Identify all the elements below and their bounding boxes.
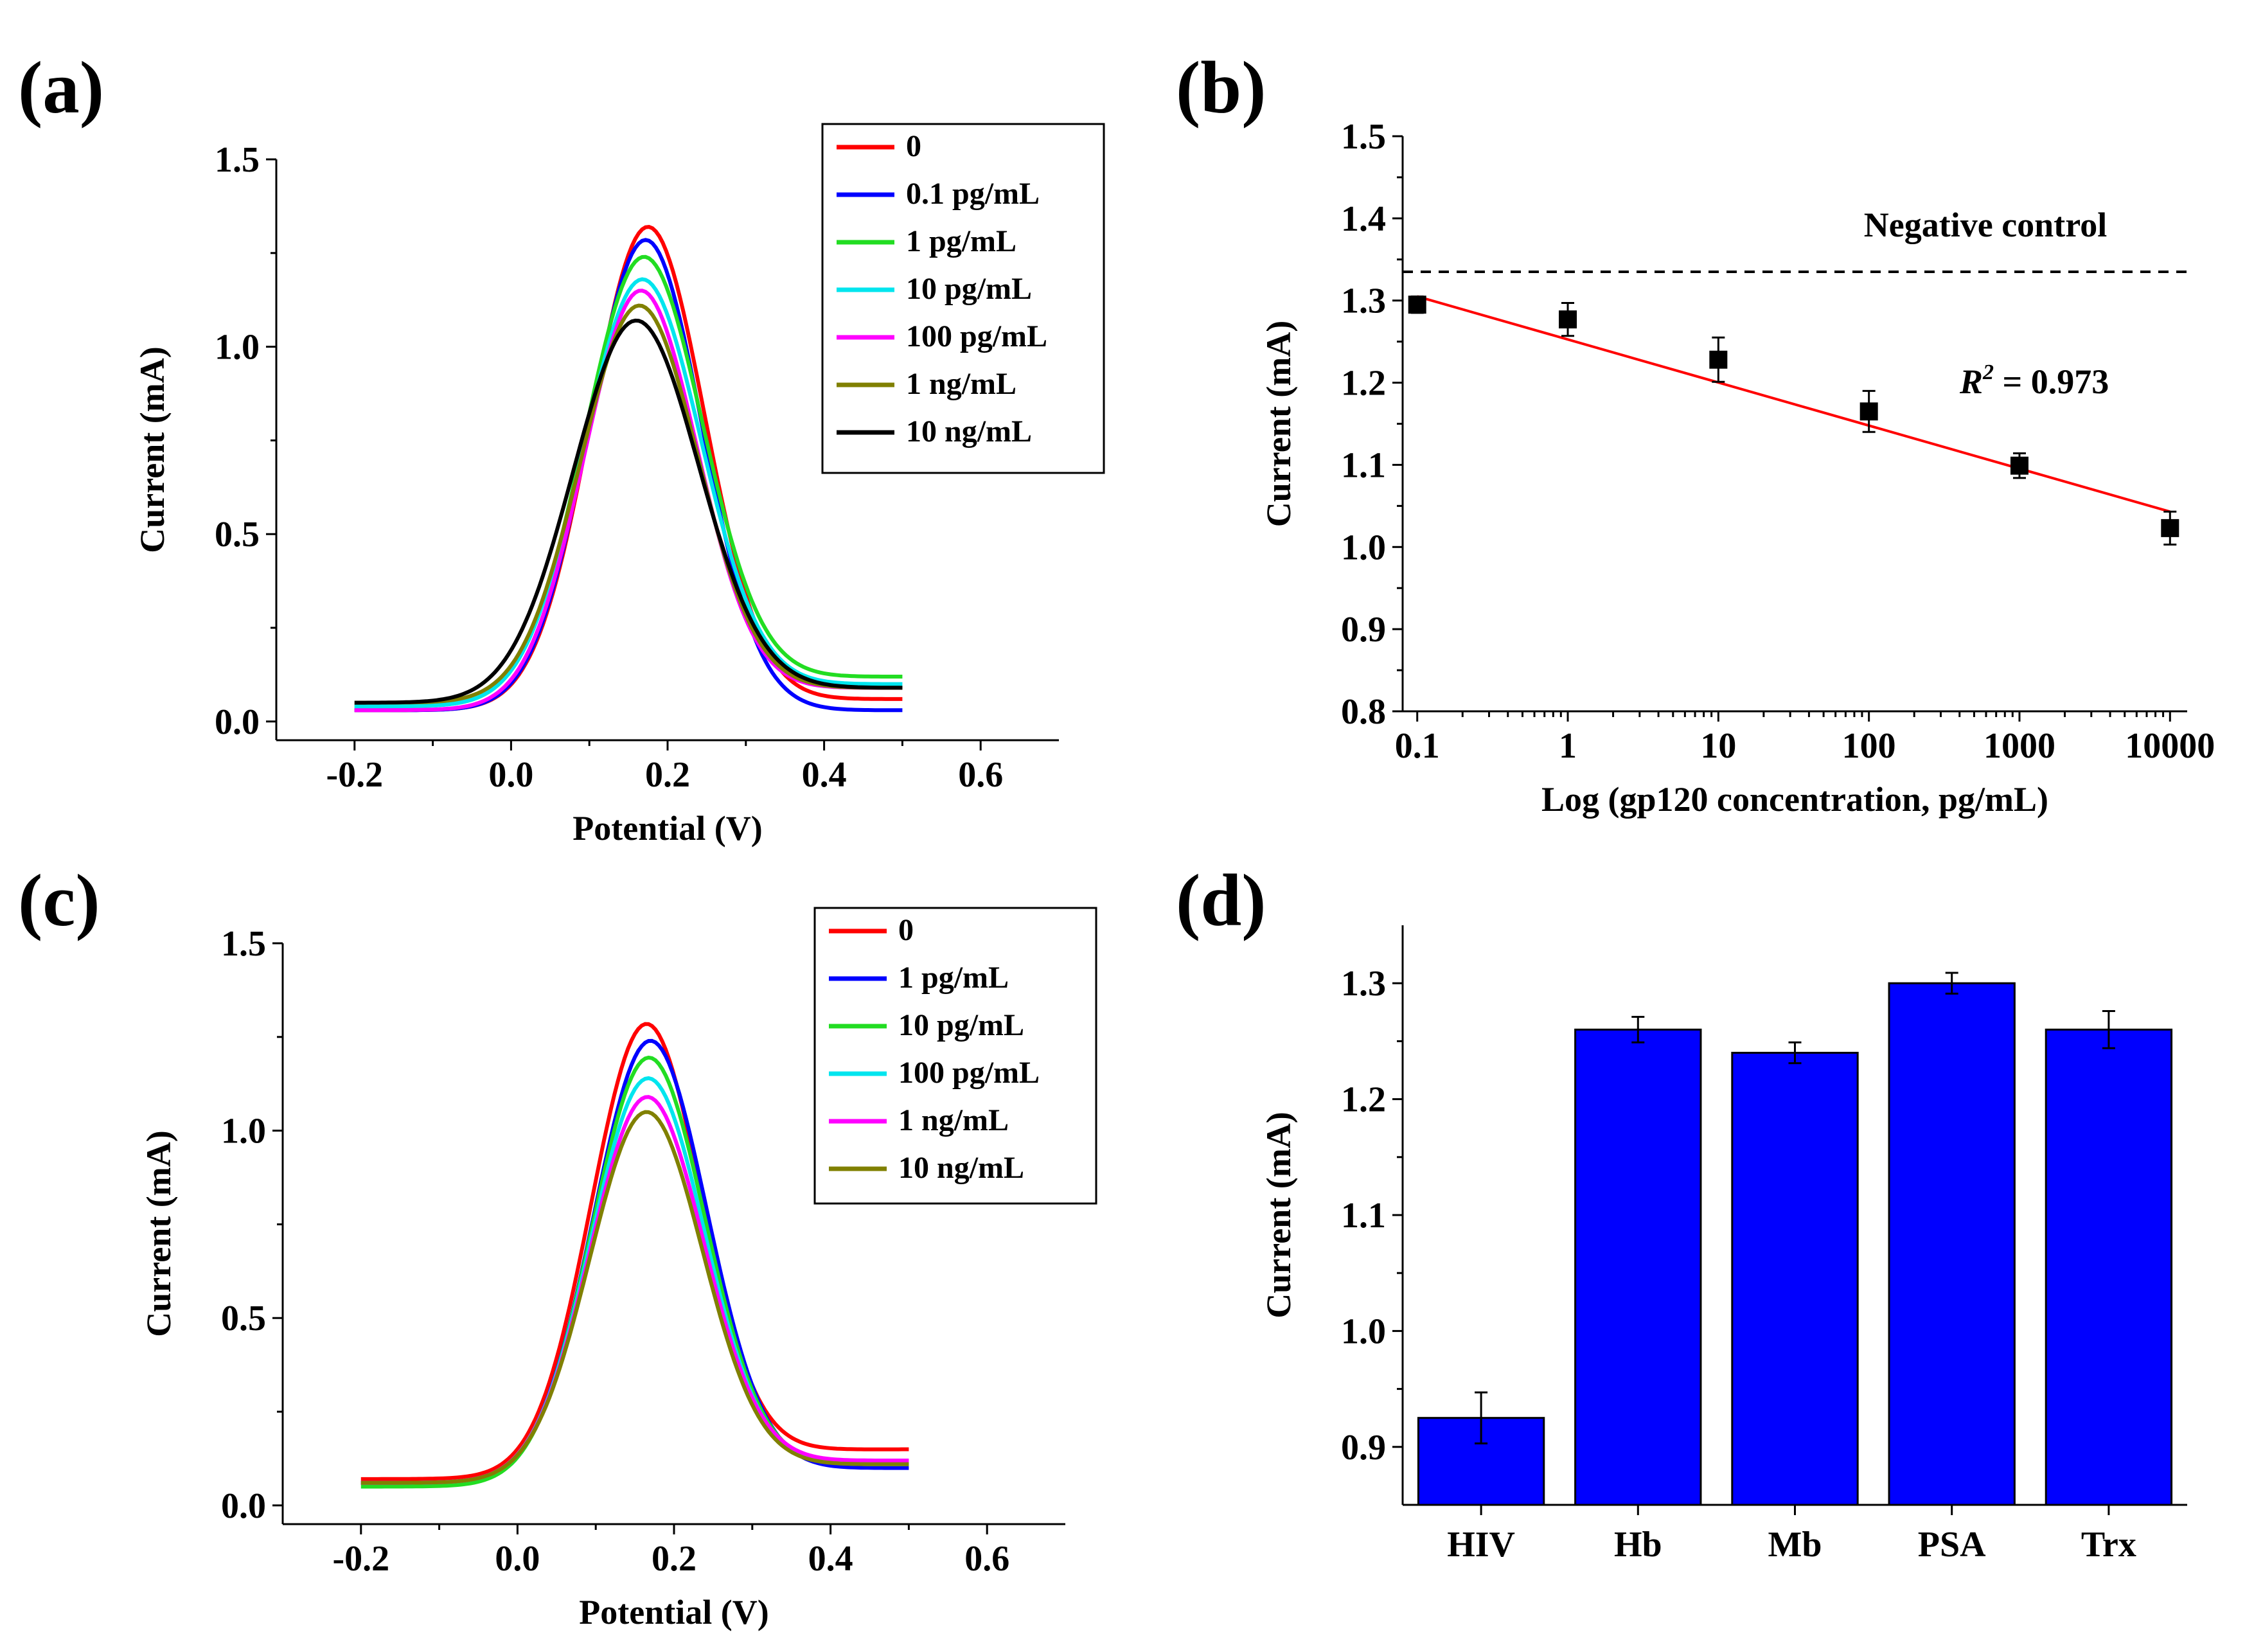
x-tick-label: 0.2 [652, 1539, 697, 1579]
legend-label: 10 ng/mL [898, 1151, 1024, 1185]
y-tick-label: 1.0 [215, 328, 260, 368]
series-line-5 [360, 1110, 909, 1485]
bar-PSA [1888, 982, 2016, 1506]
data-point-3 [1859, 402, 1878, 421]
x-tick-label: 0.4 [802, 755, 847, 795]
y-tick-label: 0.0 [221, 1486, 266, 1526]
x-axis-title: Potential (V) [572, 809, 762, 848]
x-tick-label: HIV [1447, 1525, 1515, 1565]
y-axis-title: Current (mA) [1259, 1112, 1298, 1318]
legend-label: 1 pg/mL [906, 224, 1016, 258]
legend-label: 100 pg/mL [906, 319, 1047, 353]
x-tick-label: -0.2 [332, 1539, 389, 1579]
y-tick-label: 0.9 [1341, 1428, 1386, 1468]
y-tick-label: 0.5 [221, 1299, 266, 1338]
y-axis-title: Current (mA) [1259, 321, 1298, 527]
legend-box [813, 907, 1097, 1205]
data-point-4 [2010, 456, 2028, 475]
bar-Hb [1574, 1028, 1702, 1506]
r-squared-annotation: R2 = 0.973 [1959, 360, 2109, 401]
panel-label-a: (a) [18, 47, 104, 129]
series-line-6 [354, 318, 903, 705]
legend-label: 10 pg/mL [898, 1008, 1024, 1042]
x-tick-label: Mb [1768, 1525, 1822, 1565]
data-point-2 [1709, 350, 1728, 369]
y-tick-label: 1.5 [221, 924, 266, 964]
panel-d-selectivity-bar-chart: 0.9 1.0 1.1 1.2 1.3 Current (mA) HIV Hb Mb PSA Trx [1259, 925, 2187, 1565]
series-line-5 [354, 303, 903, 705]
y-tick-label: 1.4 [1341, 199, 1386, 239]
x-tick-label: 1000 [1983, 726, 2055, 766]
y-tick-label: 1.0 [221, 1112, 266, 1151]
x-tick-label: 0.6 [964, 1539, 1009, 1579]
legend-label: 100 pg/mL [898, 1056, 1040, 1090]
legend-label: 10 pg/mL [906, 272, 1032, 306]
x-tick-label: 10000 [2125, 726, 2215, 766]
x-tick-label: 100 [1842, 726, 1896, 766]
x-tick-label: -0.2 [326, 755, 383, 795]
y-tick-label: 1.5 [215, 140, 260, 180]
y-tick-label: 1.3 [1341, 281, 1386, 321]
y-tick-label: 1.0 [1341, 528, 1386, 567]
bar-Mb [1731, 1051, 1859, 1506]
panel-label-c: (c) [18, 860, 100, 941]
legend-label: 0.1 pg/mL [906, 177, 1040, 211]
panel-label-b: (b) [1176, 47, 1266, 129]
y-tick-label: 0.8 [1341, 692, 1386, 732]
legend-label: 1 pg/mL [898, 961, 1009, 995]
data-point-5 [2161, 519, 2179, 537]
x-tick-label: 0.1 [1395, 726, 1440, 766]
fit-line [1417, 295, 2170, 513]
y-tick-label: 1.0 [1341, 1311, 1386, 1351]
y-tick-label: 1.2 [1341, 1080, 1386, 1120]
x-tick-label: 1 [1559, 726, 1577, 766]
y-axis-title: Current (mA) [139, 1130, 178, 1337]
legend-label: 1 ng/mL [906, 367, 1016, 401]
x-tick-label: Hb [1614, 1525, 1662, 1565]
x-tick-label: 0.4 [808, 1539, 853, 1579]
x-tick-label: 0.6 [958, 755, 1003, 795]
y-tick-label: 0.9 [1341, 610, 1386, 650]
y-tick-label: 1.1 [1341, 1196, 1386, 1236]
y-tick-label: 1.3 [1341, 964, 1386, 1004]
y-tick-label: 1.1 [1341, 445, 1386, 485]
x-tick-label: 10 [1700, 726, 1736, 766]
bar-Trx [2045, 1028, 2173, 1506]
panel-label-d: (d) [1176, 860, 1266, 941]
legend-label: 1 ng/mL [898, 1103, 1009, 1137]
legend-label: 0 [906, 129, 921, 163]
negative-control-label: Negative control [1864, 206, 2107, 244]
x-tick-label: PSA [1918, 1525, 1986, 1565]
x-tick-label: 0.2 [645, 755, 690, 795]
panel-a-voltammogram-chart: 0.0 0.5 1.0 1.5 -0.2 0.0 0.2 0.4 0.6 Current (mA)… [133, 123, 1105, 848]
legend-label: 0 [898, 913, 914, 947]
series-line-3 [354, 277, 903, 709]
legend-label: 10 ng/mL [906, 414, 1032, 449]
y-tick-label: 1.5 [1341, 117, 1386, 157]
data-point-0 [1408, 296, 1426, 314]
y-tick-label: 1.2 [1341, 364, 1386, 404]
x-axis-title: Potential (V) [579, 1593, 768, 1631]
x-tick-label: Trx [2081, 1525, 2136, 1565]
series-line-0 [360, 1022, 909, 1481]
y-axis-title: Current (mA) [133, 346, 172, 553]
y-tick-label: 0.0 [215, 702, 260, 742]
panel-c-voltammogram-chart: 0.0 0.5 1.0 1.5 -0.2 0.0 0.2 0.4 0.6 Current (mA)… [139, 907, 1097, 1631]
legend-box [821, 123, 1105, 474]
data-point-1 [1559, 310, 1577, 329]
panel-b-calibration-chart: 0.8 0.9 1.0 1.1 1.2 1.3 1.4 1.5 0.1 1 10 100 1000 100… [1259, 117, 2215, 819]
y-tick-label: 0.5 [215, 515, 260, 555]
x-axis-title: Log (gp120 concentration, pg/mL) [1541, 780, 2048, 819]
x-tick-label: 0.0 [495, 1539, 540, 1579]
x-tick-label: 0.0 [488, 755, 533, 795]
